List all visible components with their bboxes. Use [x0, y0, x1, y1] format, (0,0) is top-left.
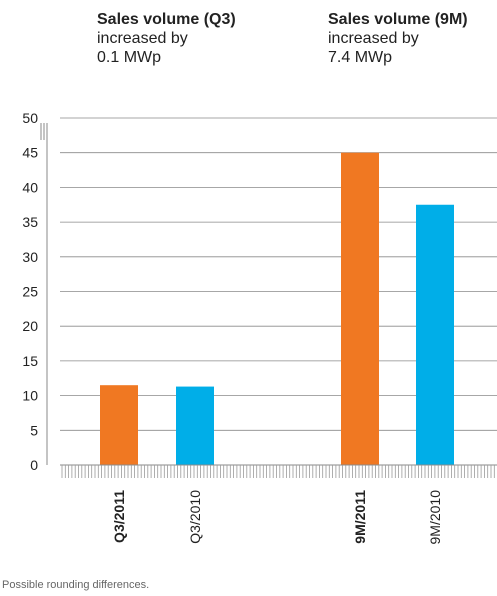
y-tick-label: 40: [22, 179, 38, 195]
x-category-label: Q3/2011: [111, 490, 127, 543]
x-category-label: Q3/2010: [187, 490, 203, 544]
headline-q3-title: Sales volume (Q3): [97, 11, 236, 28]
headline-9m: Sales volume (9M) increased by 7.4 MWp: [328, 10, 468, 67]
x-category-label: 9M/2010: [427, 490, 443, 545]
headline-q3-line1: increased by: [97, 30, 188, 47]
bar-q3-2010: [176, 386, 214, 465]
y-tick-label: 35: [22, 214, 38, 230]
y-tick-label: 5: [30, 422, 38, 438]
x-category-label: 9M/2011: [352, 490, 368, 544]
y-tick-label: 20: [22, 318, 38, 334]
y-tick-label: 50: [22, 110, 38, 126]
bar-q3-2011: [100, 385, 138, 465]
y-tick-label: 15: [22, 353, 38, 369]
footnote: Possible rounding differences.: [2, 579, 150, 591]
y-tick-label: 10: [22, 388, 38, 404]
headline-q3-line2: 0.1 MWp: [97, 49, 162, 66]
headline-9m-line1: increased by: [328, 30, 419, 47]
bar-9m-2010: [416, 204, 454, 465]
bar-9m-2011: [341, 152, 379, 465]
headline-q3: Sales volume (Q3) increased by 0.1 MWp: [97, 10, 236, 67]
y-tick-label: 45: [22, 145, 38, 161]
y-tick-label: 25: [22, 284, 38, 300]
headline-9m-line2: 7.4 MWp: [328, 49, 393, 66]
y-tick-label: 0: [30, 457, 38, 473]
headline-9m-title: Sales volume (9M): [328, 11, 468, 28]
y-tick-label: 30: [22, 249, 38, 265]
